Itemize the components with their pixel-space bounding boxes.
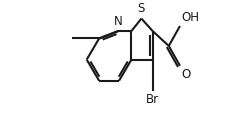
Text: O: O <box>181 68 190 81</box>
Text: Br: Br <box>146 93 159 106</box>
Text: N: N <box>114 15 123 28</box>
Text: OH: OH <box>181 11 199 24</box>
Text: S: S <box>138 2 145 15</box>
